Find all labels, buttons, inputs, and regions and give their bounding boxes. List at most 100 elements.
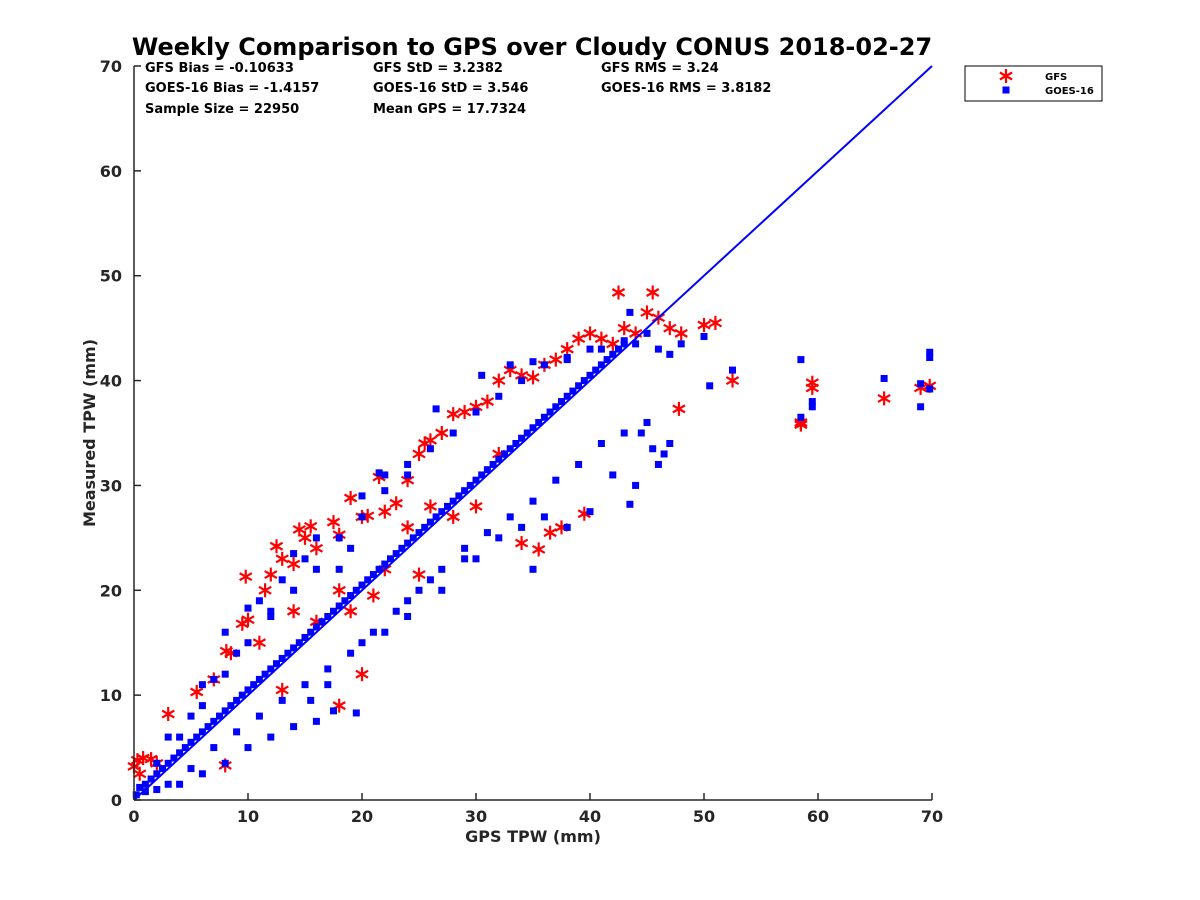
goes16-point (478, 371, 486, 379)
gfs-point (646, 285, 660, 300)
goes16-point (654, 460, 662, 468)
goes16-point (164, 733, 172, 741)
goes16-point (335, 602, 343, 610)
goes16-point (626, 308, 634, 316)
goes16-point (808, 403, 816, 411)
goes16-point (404, 460, 412, 468)
goes16-point (381, 487, 389, 495)
gfs-point (190, 684, 204, 699)
goes16-point (415, 529, 423, 537)
goes16-point (540, 513, 548, 521)
goes16-point (267, 665, 275, 673)
goes16-point (700, 333, 708, 341)
goes16-point (187, 738, 195, 746)
gfs-point (640, 305, 654, 320)
goes16-point (312, 534, 320, 542)
plot-area: 0 10 20 30 40 50 60 70 0 10 20 30 40 50 60 70 (100, 57, 943, 826)
goes16-point (278, 654, 286, 662)
goes16-point (677, 340, 685, 348)
goes16-point (449, 429, 457, 437)
gfs-point (133, 766, 147, 781)
goes16-point (455, 492, 463, 500)
goes16-point (666, 439, 674, 447)
gfs-point (492, 373, 506, 388)
goes16-point (324, 681, 332, 689)
goes16-point (387, 555, 394, 563)
gfs-point (571, 331, 586, 346)
goes16-point (267, 613, 275, 620)
goes16-point (466, 481, 474, 489)
goes16-point (609, 471, 617, 479)
x-tick-label: 60 (807, 807, 829, 826)
gfs-point (264, 567, 278, 582)
x-axis-ticks: 0 10 20 30 40 50 60 70 (128, 793, 943, 826)
goes16-point (290, 644, 298, 652)
goes16-point (483, 466, 491, 474)
goes16-point (472, 476, 480, 484)
gfs-point (480, 394, 495, 409)
goes16-point (198, 702, 206, 710)
gfs-point (725, 373, 740, 388)
gfs-point (241, 612, 255, 627)
goes16-point (540, 361, 548, 369)
goes16-point (312, 717, 320, 725)
stat-text: Mean GPS = 17.7324 (373, 102, 526, 117)
goes16-point (290, 723, 298, 731)
goes16-point (495, 455, 503, 463)
goes16-point (233, 728, 241, 736)
gfs-point (617, 321, 631, 336)
goes16-point (404, 597, 412, 605)
gfs-point (309, 541, 324, 556)
goes16-point (255, 597, 263, 605)
goes16-point (495, 392, 503, 400)
goes16-point (244, 686, 252, 694)
goes16-point (432, 405, 440, 413)
goes16-point (597, 439, 605, 447)
goes16-point (301, 633, 309, 641)
goes16-point (660, 450, 668, 458)
goes16-point (797, 356, 805, 364)
goes16-point (535, 419, 543, 427)
gfs-point (412, 446, 426, 461)
goes16-point (643, 419, 651, 427)
goes16-point (461, 544, 469, 552)
stat-text: GOES-16 StD = 3.546 (373, 81, 528, 96)
goes16-point (495, 534, 503, 542)
goes16-point (438, 508, 446, 516)
goes16-point (198, 728, 206, 736)
gfs-point (672, 401, 686, 416)
gfs-point (583, 326, 597, 341)
series-goes16 (132, 308, 934, 799)
goes16-point (301, 555, 309, 563)
goes16-point (244, 744, 252, 752)
goes16-point (518, 523, 526, 531)
goes16-point (278, 696, 286, 704)
goes16-point (273, 660, 280, 668)
y-tick-label: 60 (100, 162, 122, 181)
goes16-point (352, 586, 360, 594)
goes16-point (620, 337, 628, 345)
goes16-point (586, 508, 594, 516)
goes16-point (552, 476, 560, 484)
goes16-point (250, 681, 258, 689)
goes16-point (330, 607, 337, 615)
legend-items: GFS GOES-16 (999, 69, 1094, 97)
goes16-point (580, 377, 588, 385)
goes16-point (546, 408, 554, 416)
gfs-point (275, 682, 289, 697)
goes16-point (926, 354, 934, 362)
goes16-point (432, 513, 440, 521)
stat-text: GFS Bias = -0.10633 (145, 61, 294, 76)
goes16-point (797, 413, 805, 421)
goes16-point (330, 707, 337, 715)
goes16-point (586, 371, 594, 379)
goes16-point (461, 487, 469, 495)
goes16-point (216, 712, 223, 720)
goes16-point (347, 544, 355, 552)
goes16-point (597, 345, 605, 353)
goes16-point (358, 492, 366, 500)
goes16-point (267, 733, 275, 741)
gfs-point (877, 391, 891, 406)
goes16-point (409, 534, 417, 542)
